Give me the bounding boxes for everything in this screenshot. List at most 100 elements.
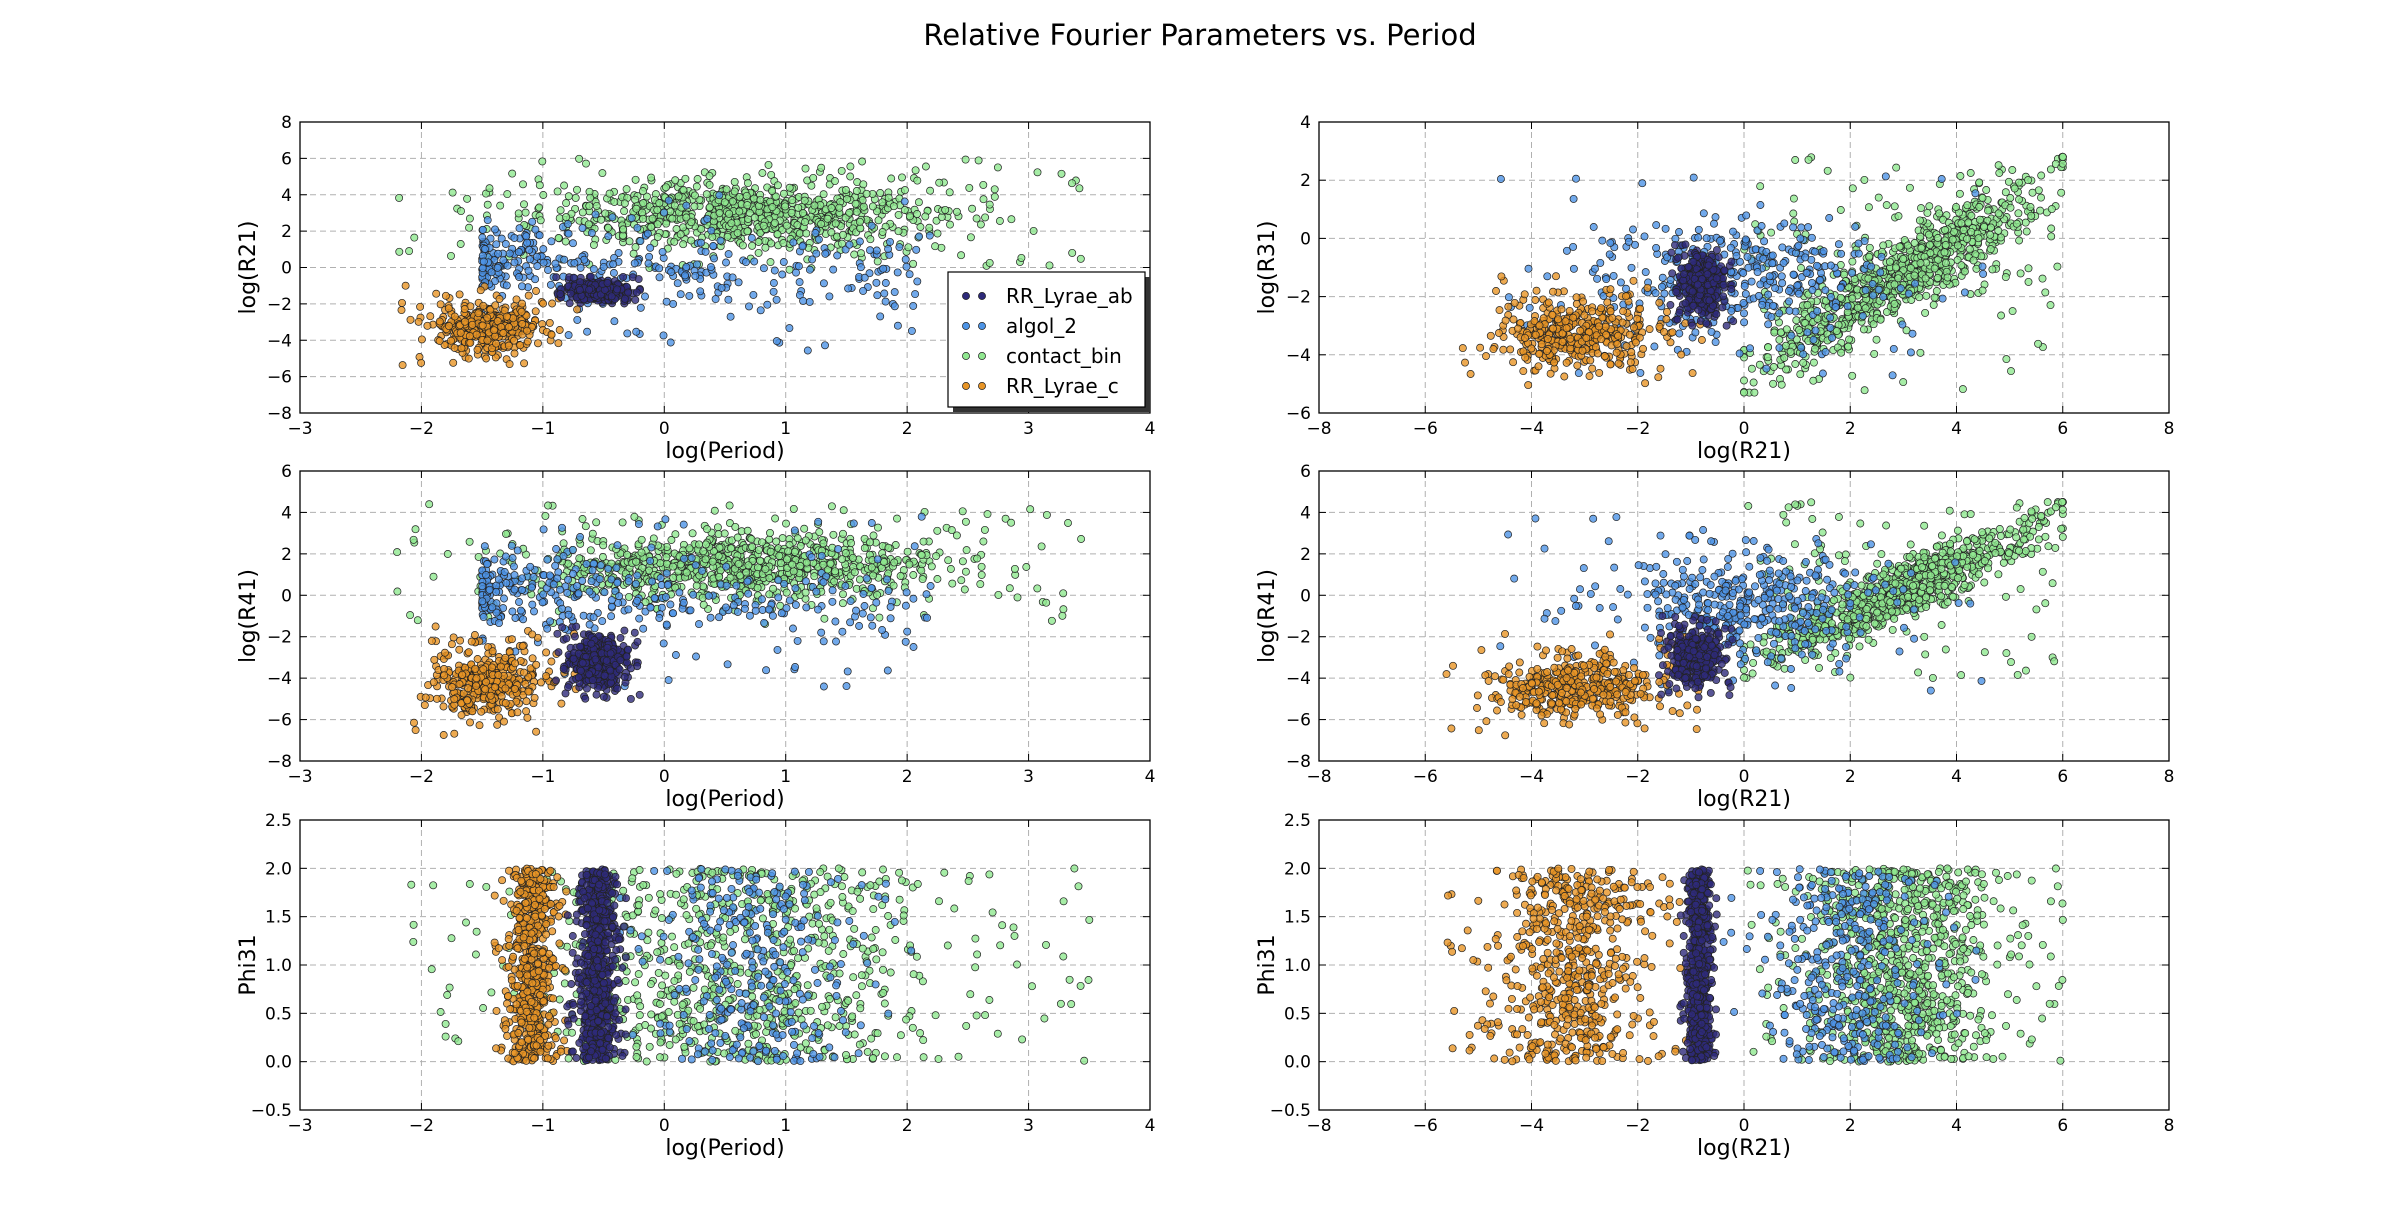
data-point <box>985 200 994 209</box>
data-point <box>855 217 864 226</box>
y-tick-label: 8 <box>281 113 292 133</box>
data-point <box>592 201 601 210</box>
y-tick-label: 0 <box>281 259 292 279</box>
data-point <box>1531 296 1540 304</box>
data-point <box>604 223 613 232</box>
data-point <box>779 189 788 198</box>
data-point <box>830 177 839 186</box>
data-point <box>1652 243 1661 252</box>
data-point <box>918 575 927 584</box>
data-point <box>917 566 926 575</box>
data-point <box>745 302 753 311</box>
data-point <box>1661 224 1670 233</box>
data-point <box>551 259 560 268</box>
data-point <box>398 298 406 307</box>
data-point <box>1017 253 1026 262</box>
data-point <box>946 220 954 229</box>
data-point <box>925 231 934 240</box>
data-point <box>1940 248 1949 257</box>
data-point <box>610 197 619 206</box>
data-point <box>1984 206 1992 215</box>
data-point <box>435 337 444 345</box>
data-point <box>1809 335 1818 344</box>
data-point <box>856 263 865 272</box>
x-tick-label: −1 <box>530 419 555 439</box>
data-point <box>1681 299 1690 308</box>
data-point <box>623 329 632 338</box>
data-point <box>525 255 534 264</box>
data-point <box>750 257 759 266</box>
data-point <box>1641 379 1650 388</box>
data-point <box>1791 360 1800 368</box>
data-point <box>531 307 540 316</box>
data-point <box>1786 347 1795 356</box>
data-point <box>555 326 564 334</box>
data-point <box>487 268 496 277</box>
data-point <box>648 214 657 223</box>
data-point <box>535 181 544 190</box>
data-point <box>1726 243 1735 252</box>
data-point <box>586 546 595 555</box>
data-point <box>1600 352 1609 361</box>
data-point <box>893 321 902 330</box>
data-point <box>515 224 524 233</box>
data-point <box>1741 289 1750 298</box>
data-point <box>662 297 671 306</box>
data-point <box>508 169 517 178</box>
data-point <box>2001 273 2010 282</box>
data-point <box>1712 310 1721 319</box>
data-point <box>805 297 814 306</box>
data-point <box>866 235 875 244</box>
data-point <box>564 192 573 201</box>
x-tick-label: 4 <box>1145 419 1156 439</box>
data-point <box>926 186 935 195</box>
y-axis-label: log(R31) <box>1255 221 1280 315</box>
data-point <box>1979 269 1988 278</box>
data-point <box>972 214 981 223</box>
data-point <box>960 585 969 594</box>
data-point <box>1922 291 1931 300</box>
data-point <box>1777 380 1786 389</box>
data-point <box>1811 326 1820 335</box>
data-point <box>1779 259 1788 267</box>
data-point <box>1756 182 1765 191</box>
x-tick-label: 3 <box>1023 419 1034 439</box>
data-point <box>1952 203 1961 211</box>
data-point <box>503 190 512 199</box>
data-point <box>1925 230 1933 239</box>
data-point <box>1763 353 1772 362</box>
data-point <box>809 173 818 182</box>
data-point <box>1960 288 1969 297</box>
data-point <box>1916 232 1925 241</box>
data-point <box>1494 329 1503 337</box>
data-point <box>679 240 688 249</box>
data-point <box>1033 584 1042 593</box>
data-point <box>653 232 662 241</box>
data-point <box>2008 307 2017 316</box>
data-point <box>539 245 548 254</box>
data-point <box>778 534 787 543</box>
data-point <box>1693 280 1702 289</box>
data-point <box>895 243 904 252</box>
data-point <box>1740 282 1749 291</box>
data-point <box>552 273 561 282</box>
data-point <box>639 214 648 223</box>
data-point <box>1757 222 1766 230</box>
data-point <box>1531 330 1540 339</box>
data-point <box>701 247 710 256</box>
data-point <box>1521 353 1530 362</box>
data-point <box>528 217 537 226</box>
data-point <box>1885 257 1894 266</box>
data-point <box>1876 315 1885 324</box>
data-point <box>416 302 425 311</box>
data-point <box>510 258 519 267</box>
data-point <box>608 213 617 222</box>
data-point <box>1749 378 1758 387</box>
data-point <box>1848 371 1857 380</box>
data-point <box>1941 226 1949 234</box>
data-point <box>2004 177 2013 186</box>
data-point <box>2012 219 2021 228</box>
data-point <box>779 239 788 248</box>
data-point <box>479 257 488 266</box>
data-point <box>1605 250 1614 259</box>
